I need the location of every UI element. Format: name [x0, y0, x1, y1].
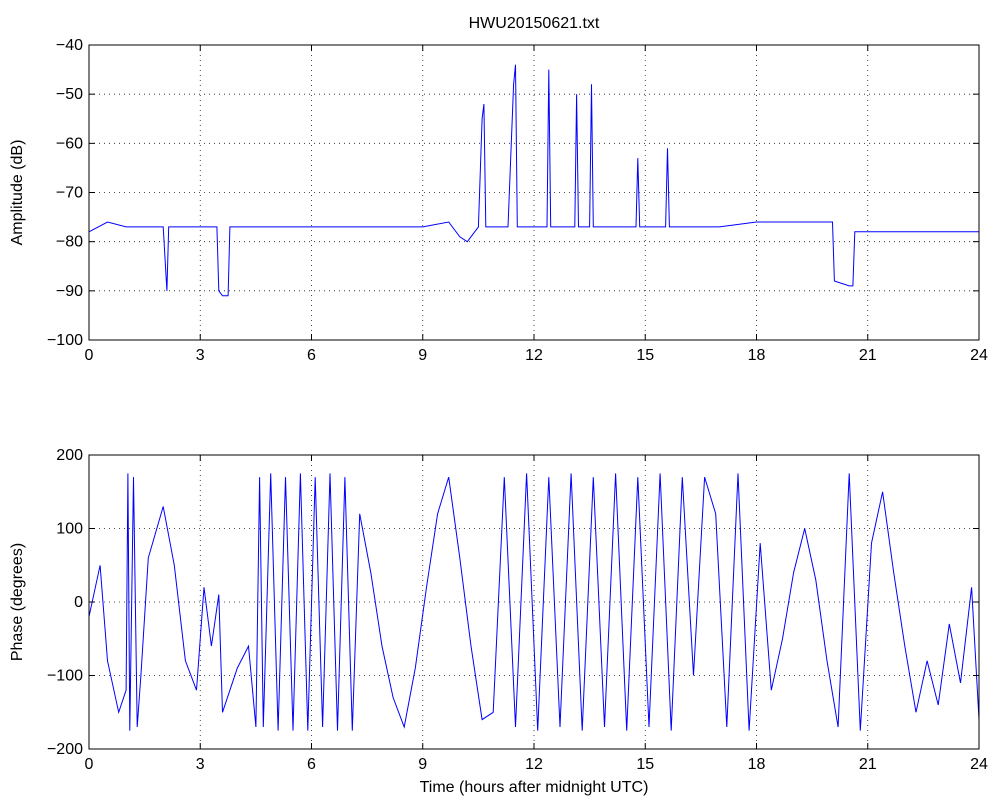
- phase-y-tick-label: 100: [56, 521, 83, 538]
- phase-y-tick-label: −100: [47, 668, 83, 685]
- phase-x-tick-label: 24: [970, 756, 988, 773]
- amplitude-x-tick-label: 15: [636, 347, 654, 364]
- amplitude-ticks: 0 3 6 9 12 15 18 21 24 −100 −90 −80 −70 −60 −50 −40: [47, 37, 988, 364]
- amplitude-x-tick-label: 21: [859, 347, 877, 364]
- amplitude-x-tick-label: 6: [307, 347, 316, 364]
- phase-y-tick-label: 200: [56, 447, 83, 464]
- amplitude-series-line: [88, 64, 979, 297]
- chart-title: HWU20150621.txt: [469, 15, 600, 32]
- amplitude-y-tick-label: −40: [56, 37, 83, 54]
- amplitude-y-tick-label: −90: [56, 283, 83, 300]
- phase-x-tick-label: 9: [418, 756, 427, 773]
- phase-ticks: 0 3 6 9 12 15 18 21 24 −200 −100 0 100 200: [47, 447, 988, 773]
- amplitude-x-tick-label: 18: [748, 347, 766, 364]
- amplitude-y-tick-label: −70: [56, 185, 83, 202]
- amplitude-x-tick-label: 0: [85, 347, 94, 364]
- phase-y-axis-label: Phase (degrees): [9, 543, 26, 661]
- amplitude-y-tick-label: −80: [56, 234, 83, 251]
- phase-panel: 0 3 6 9 12 15 18 21 24 −200 −100 0 100 200 Phase (deg…: [9, 447, 988, 796]
- phase-y-tick-label: 0: [74, 594, 83, 611]
- amplitude-y-tick-label: −100: [47, 332, 83, 349]
- amplitude-y-tick-label: −50: [56, 86, 83, 103]
- amplitude-y-axis-label: Amplitude (dB): [9, 140, 26, 246]
- phase-x-tick-label: 18: [748, 756, 766, 773]
- amplitude-y-tick-label: −60: [56, 135, 83, 152]
- phase-y-tick-label: −200: [47, 741, 83, 758]
- amplitude-panel: 0 3 6 9 12 15 18 21 24 −100 −90 −80 −70 −60 −50 −40 HWU…: [9, 15, 988, 364]
- amplitude-x-tick-label: 24: [970, 347, 988, 364]
- phase-x-tick-label: 3: [196, 756, 205, 773]
- amplitude-x-tick-label: 12: [525, 347, 543, 364]
- amplitude-x-tick-label: 3: [196, 347, 205, 364]
- time-x-axis-label: Time (hours after midnight UTC): [420, 779, 649, 796]
- amplitude-x-tick-label: 9: [418, 347, 427, 364]
- phase-x-tick-label: 21: [859, 756, 877, 773]
- phase-series-line: [88, 473, 980, 731]
- phase-x-tick-label: 6: [307, 756, 316, 773]
- phase-x-tick-label: 12: [525, 756, 543, 773]
- amplitude-grid: [89, 45, 979, 340]
- phase-grid: [89, 455, 979, 749]
- phase-x-tick-label: 0: [85, 756, 94, 773]
- phase-x-tick-label: 15: [636, 756, 654, 773]
